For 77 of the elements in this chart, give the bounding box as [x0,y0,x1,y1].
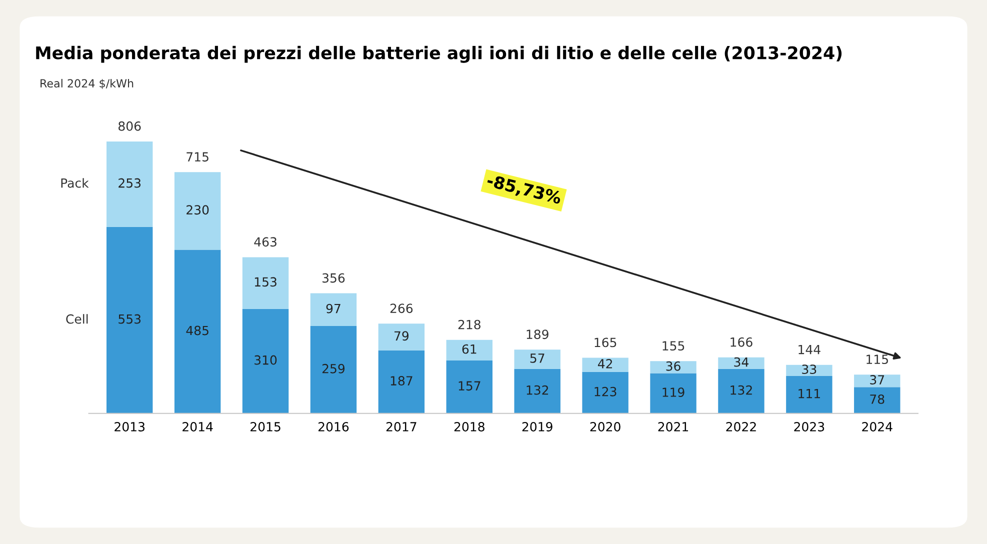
x-tick-label: 2024 [862,422,892,432]
chart-title: Media ponderata dei prezzi delle batterie agli ioni di litio e delle celle (2013-2024) [36,46,842,63]
bar [446,340,492,360]
data-label: 123 [594,386,616,396]
data-label: 42 [598,359,612,368]
bar [514,350,560,369]
bar [582,358,628,372]
x-tick-label: 2019 [522,422,552,432]
data-label: 187 [390,376,412,386]
data-label: 132 [526,385,548,395]
bar [106,226,153,414]
bar [718,368,764,414]
bar [106,141,153,227]
x-tick-label: 2015 [250,422,280,432]
bar [242,257,289,309]
total-label: 155 [662,341,684,351]
data-label: 157 [458,381,480,391]
data-label: 259 [322,364,345,374]
bar [174,172,221,250]
x-tick-label: 2021 [658,422,688,432]
total-label: 115 [866,354,888,364]
data-label: 57 [530,354,544,363]
bar [242,308,289,414]
x-tick-label: 2022 [726,422,756,432]
bar [582,372,628,414]
data-label: 119 [662,388,684,397]
total-label: 463 [254,237,276,247]
total-label: 806 [118,121,141,131]
series-label: Pack [61,178,89,188]
data-label: 79 [394,331,409,341]
data-label: 36 [666,361,680,371]
bar [446,360,492,414]
data-label: 153 [254,277,276,287]
data-label: 310 [254,355,277,365]
bar [174,250,221,414]
bar [310,326,357,414]
bar [854,387,900,414]
total-label: 189 [526,330,548,340]
bar [718,357,764,369]
x-tick-label: 2017 [386,422,416,432]
data-label: 111 [798,389,820,398]
data-label: 78 [870,394,884,404]
total-label: 144 [798,344,820,354]
y-axis-title: Real 2024 $/kWh [40,78,134,90]
data-label: 97 [326,304,340,314]
x-tick-label: 2013 [114,422,145,432]
total-label: 166 [730,337,752,347]
data-label: 230 [186,205,209,215]
data-label: 61 [462,344,476,354]
bar [854,374,900,388]
x-tick-label: 2014 [182,422,213,432]
bar [378,350,425,414]
x-tick-label: 2023 [794,422,824,432]
bar [378,324,425,350]
x-tick-label: 2020 [590,422,620,432]
total-label: 218 [458,320,480,330]
total-label: 266 [390,304,413,314]
data-label: 553 [118,314,141,324]
bar [310,293,357,326]
data-label: 485 [186,326,208,336]
total-label: 715 [186,152,208,162]
data-label: 253 [118,178,141,188]
x-tick-label: 2016 [318,422,349,432]
bar [786,376,832,414]
bar [786,364,832,376]
data-label: 132 [730,385,752,395]
total-label: 165 [594,338,616,348]
bar [650,373,696,414]
data-label: 34 [734,357,748,367]
bar [514,368,560,414]
x-tick-label: 2018 [454,422,484,432]
data-label: 33 [802,364,816,374]
annotation: -85,73% [486,174,562,206]
bar [650,361,696,374]
data-label: 37 [870,375,884,384]
series-label: Cell [66,314,88,324]
total-label: 356 [322,273,345,283]
